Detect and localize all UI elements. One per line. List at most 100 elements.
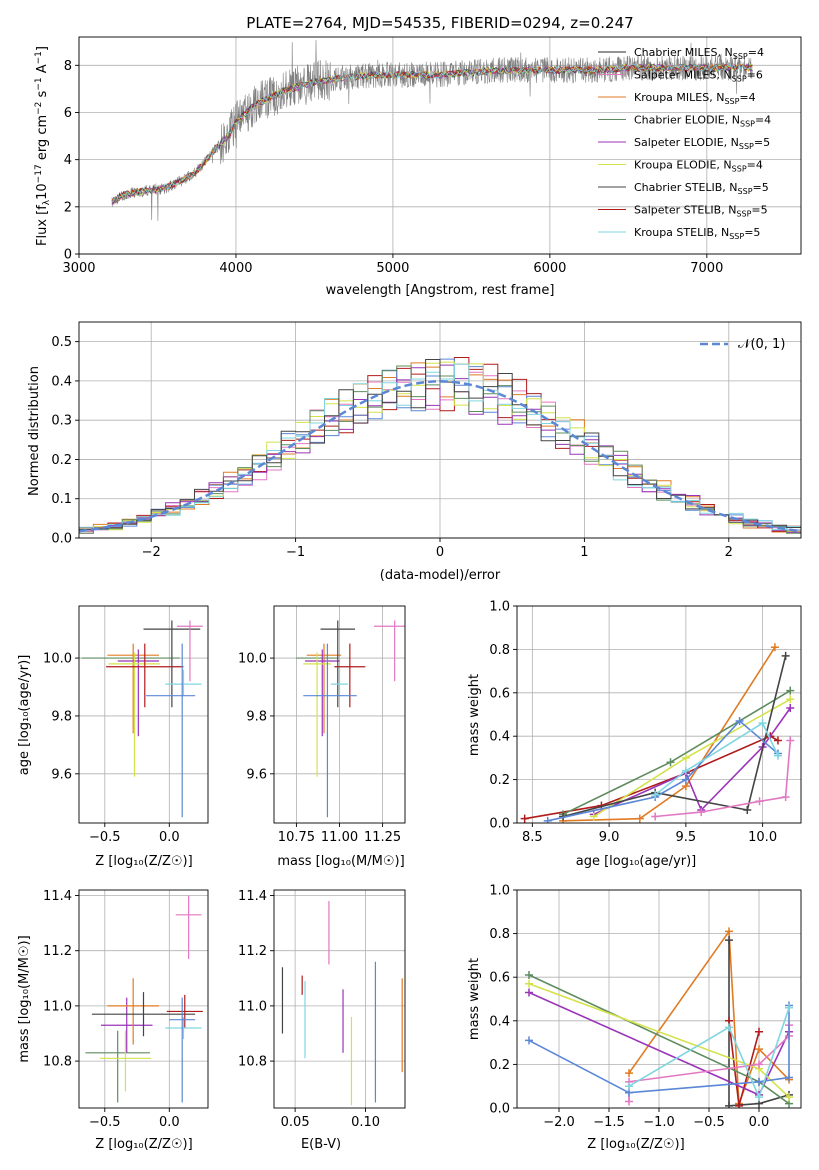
y-tick-label: 0.0 <box>51 532 72 547</box>
weight-z-ylabel: mass weight <box>467 958 482 1040</box>
y-tick-label: 0.2 <box>489 1058 510 1073</box>
legend-label: Chabrier STELIB, NSSP=5 <box>634 181 769 196</box>
model-spectrum-line <box>111 62 753 203</box>
weight-point-marker <box>770 643 779 652</box>
weight-point-marker <box>755 1045 763 1054</box>
axes-frame <box>273 605 406 824</box>
y-tick-label: 0.6 <box>489 971 510 986</box>
weight-point-marker <box>773 736 782 745</box>
weight-point-marker <box>525 979 533 988</box>
y-tick-label: 11.0 <box>43 999 72 1014</box>
weight-point-marker <box>725 1101 733 1108</box>
x-tick-label: −1.0 <box>643 1115 675 1130</box>
weight-point-marker <box>785 1093 793 1102</box>
weight-point-marker <box>758 719 767 728</box>
residual-histogram <box>79 359 801 530</box>
mass-ebv-xlabel: E(B-V) <box>301 1137 341 1152</box>
y-tick-label: 4 <box>64 153 72 168</box>
legend-label: Kroupa STELIB, NSSP=5 <box>634 226 760 241</box>
weight-point-marker <box>755 1027 763 1036</box>
x-tick-label: 9.0 <box>599 830 620 845</box>
y-tick-label: 10.8 <box>43 1055 72 1070</box>
x-tick-label: 11.25 <box>364 830 401 845</box>
weight-point-marker <box>625 1069 633 1078</box>
weight-point-marker <box>725 927 733 936</box>
legend-label: Salpeter MILES, NSSP=6 <box>634 69 763 84</box>
weight-point-marker <box>525 988 533 997</box>
weight-point-marker <box>725 936 733 945</box>
weight-point-marker <box>681 766 690 775</box>
legend-label: Chabrier MILES, NSSP=4 <box>634 46 764 61</box>
weight-point-marker <box>786 695 795 704</box>
weight-point-marker <box>781 792 790 801</box>
chart-title: PLATE=2764, MJD=54535, FIBERID=0294, z=0… <box>246 14 633 32</box>
legend-label: Chabrier ELODIE, NSSP=4 <box>634 114 771 129</box>
spectrum-ylabel: Flux [fλ10−17 erg cm−2 s−1 A−1] <box>34 46 52 246</box>
weight-point-marker <box>786 686 795 695</box>
y-tick-label: 9.6 <box>51 767 72 782</box>
weight-point-marker <box>625 1082 633 1091</box>
y-tick-label: 8 <box>64 59 72 74</box>
age-z-xlabel: Z [log₁₀(Z/Z☉)] <box>95 854 192 869</box>
spectrum-legend: Chabrier MILES, NSSP=4 Salpeter MILES, NS… <box>598 46 771 241</box>
y-tick-label: 10.0 <box>238 652 267 667</box>
y-tick-label: 0.2 <box>51 453 72 468</box>
y-tick-label: 9.8 <box>246 709 267 724</box>
y-tick-label: 9.6 <box>246 767 267 782</box>
x-tick-label: −0.5 <box>693 1115 725 1130</box>
weight-point-marker <box>743 805 752 814</box>
y-tick-label: 6 <box>64 106 72 121</box>
y-tick-label: 0.4 <box>489 1014 510 1029</box>
plot-area <box>79 357 801 534</box>
weight-point-marker <box>543 816 552 823</box>
y-tick-label: 0.0 <box>489 1102 510 1117</box>
observed-spectrum-line <box>111 40 753 221</box>
y-tick-label: 11.0 <box>238 999 267 1014</box>
x-tick-label: 10.75 <box>278 830 315 845</box>
y-tick-label: 11.4 <box>43 889 72 904</box>
x-tick-label: 0.0 <box>749 1115 770 1130</box>
weight-point-marker <box>785 1073 793 1082</box>
y-tick-label: 0.3 <box>51 414 72 429</box>
plot-area <box>111 40 753 221</box>
x-tick-label: −0.5 <box>89 830 121 845</box>
x-tick-label: 8.5 <box>522 830 543 845</box>
weight-point-marker <box>755 1077 763 1086</box>
weight-point-marker <box>666 758 675 767</box>
weight-point-marker <box>697 808 706 817</box>
x-tick-label: 0.05 <box>281 1115 310 1130</box>
weight-point-marker <box>651 790 660 799</box>
gaussian-curve <box>79 380 801 533</box>
weight-point-marker <box>625 1097 633 1106</box>
y-tick-label: 11.2 <box>43 944 72 959</box>
y-tick-label: 0.5 <box>51 335 72 350</box>
axes-frame <box>78 36 802 255</box>
weight-point-marker <box>781 651 790 660</box>
weight-point-marker <box>589 812 598 821</box>
plot-area <box>520 643 795 823</box>
x-tick-label: 1 <box>580 545 588 560</box>
weight-point-marker <box>773 751 782 760</box>
y-tick-label: 0.0 <box>489 817 510 832</box>
x-tick-label: 3000 <box>62 261 95 276</box>
mass-z-ylabel: mass [log₁₀(M/M☉)] <box>17 935 32 1062</box>
x-tick-label: 0.10 <box>351 1115 380 1130</box>
weight-series-line <box>524 735 779 820</box>
axes-frame <box>516 605 802 824</box>
age-z-panel: −0.5 0.0 9.6 9.8 10.0 <box>43 605 209 845</box>
model-spectrum-line <box>111 63 753 204</box>
weight-point-marker <box>755 797 764 806</box>
age-z-ylabel: age [log₁₀(age/yr)] <box>17 655 32 776</box>
axes-frame <box>516 889 802 1109</box>
y-tick-label: 0.6 <box>489 686 510 701</box>
residuals-ylabel: Normed distribution <box>27 366 42 496</box>
y-tick-label: 0.8 <box>489 643 510 658</box>
weight-point-marker <box>786 703 795 712</box>
y-tick-label: 11.2 <box>238 944 267 959</box>
mass-ebv-panel: 0.05 0.10 10.8 11.0 11.2 11.4 <box>238 889 406 1130</box>
y-tick-label: 1.0 <box>489 600 510 615</box>
weight-point-marker <box>755 1093 763 1102</box>
legend-label: Salpeter STELIB, NSSP=5 <box>634 204 768 219</box>
weight-point-marker <box>725 1023 733 1032</box>
